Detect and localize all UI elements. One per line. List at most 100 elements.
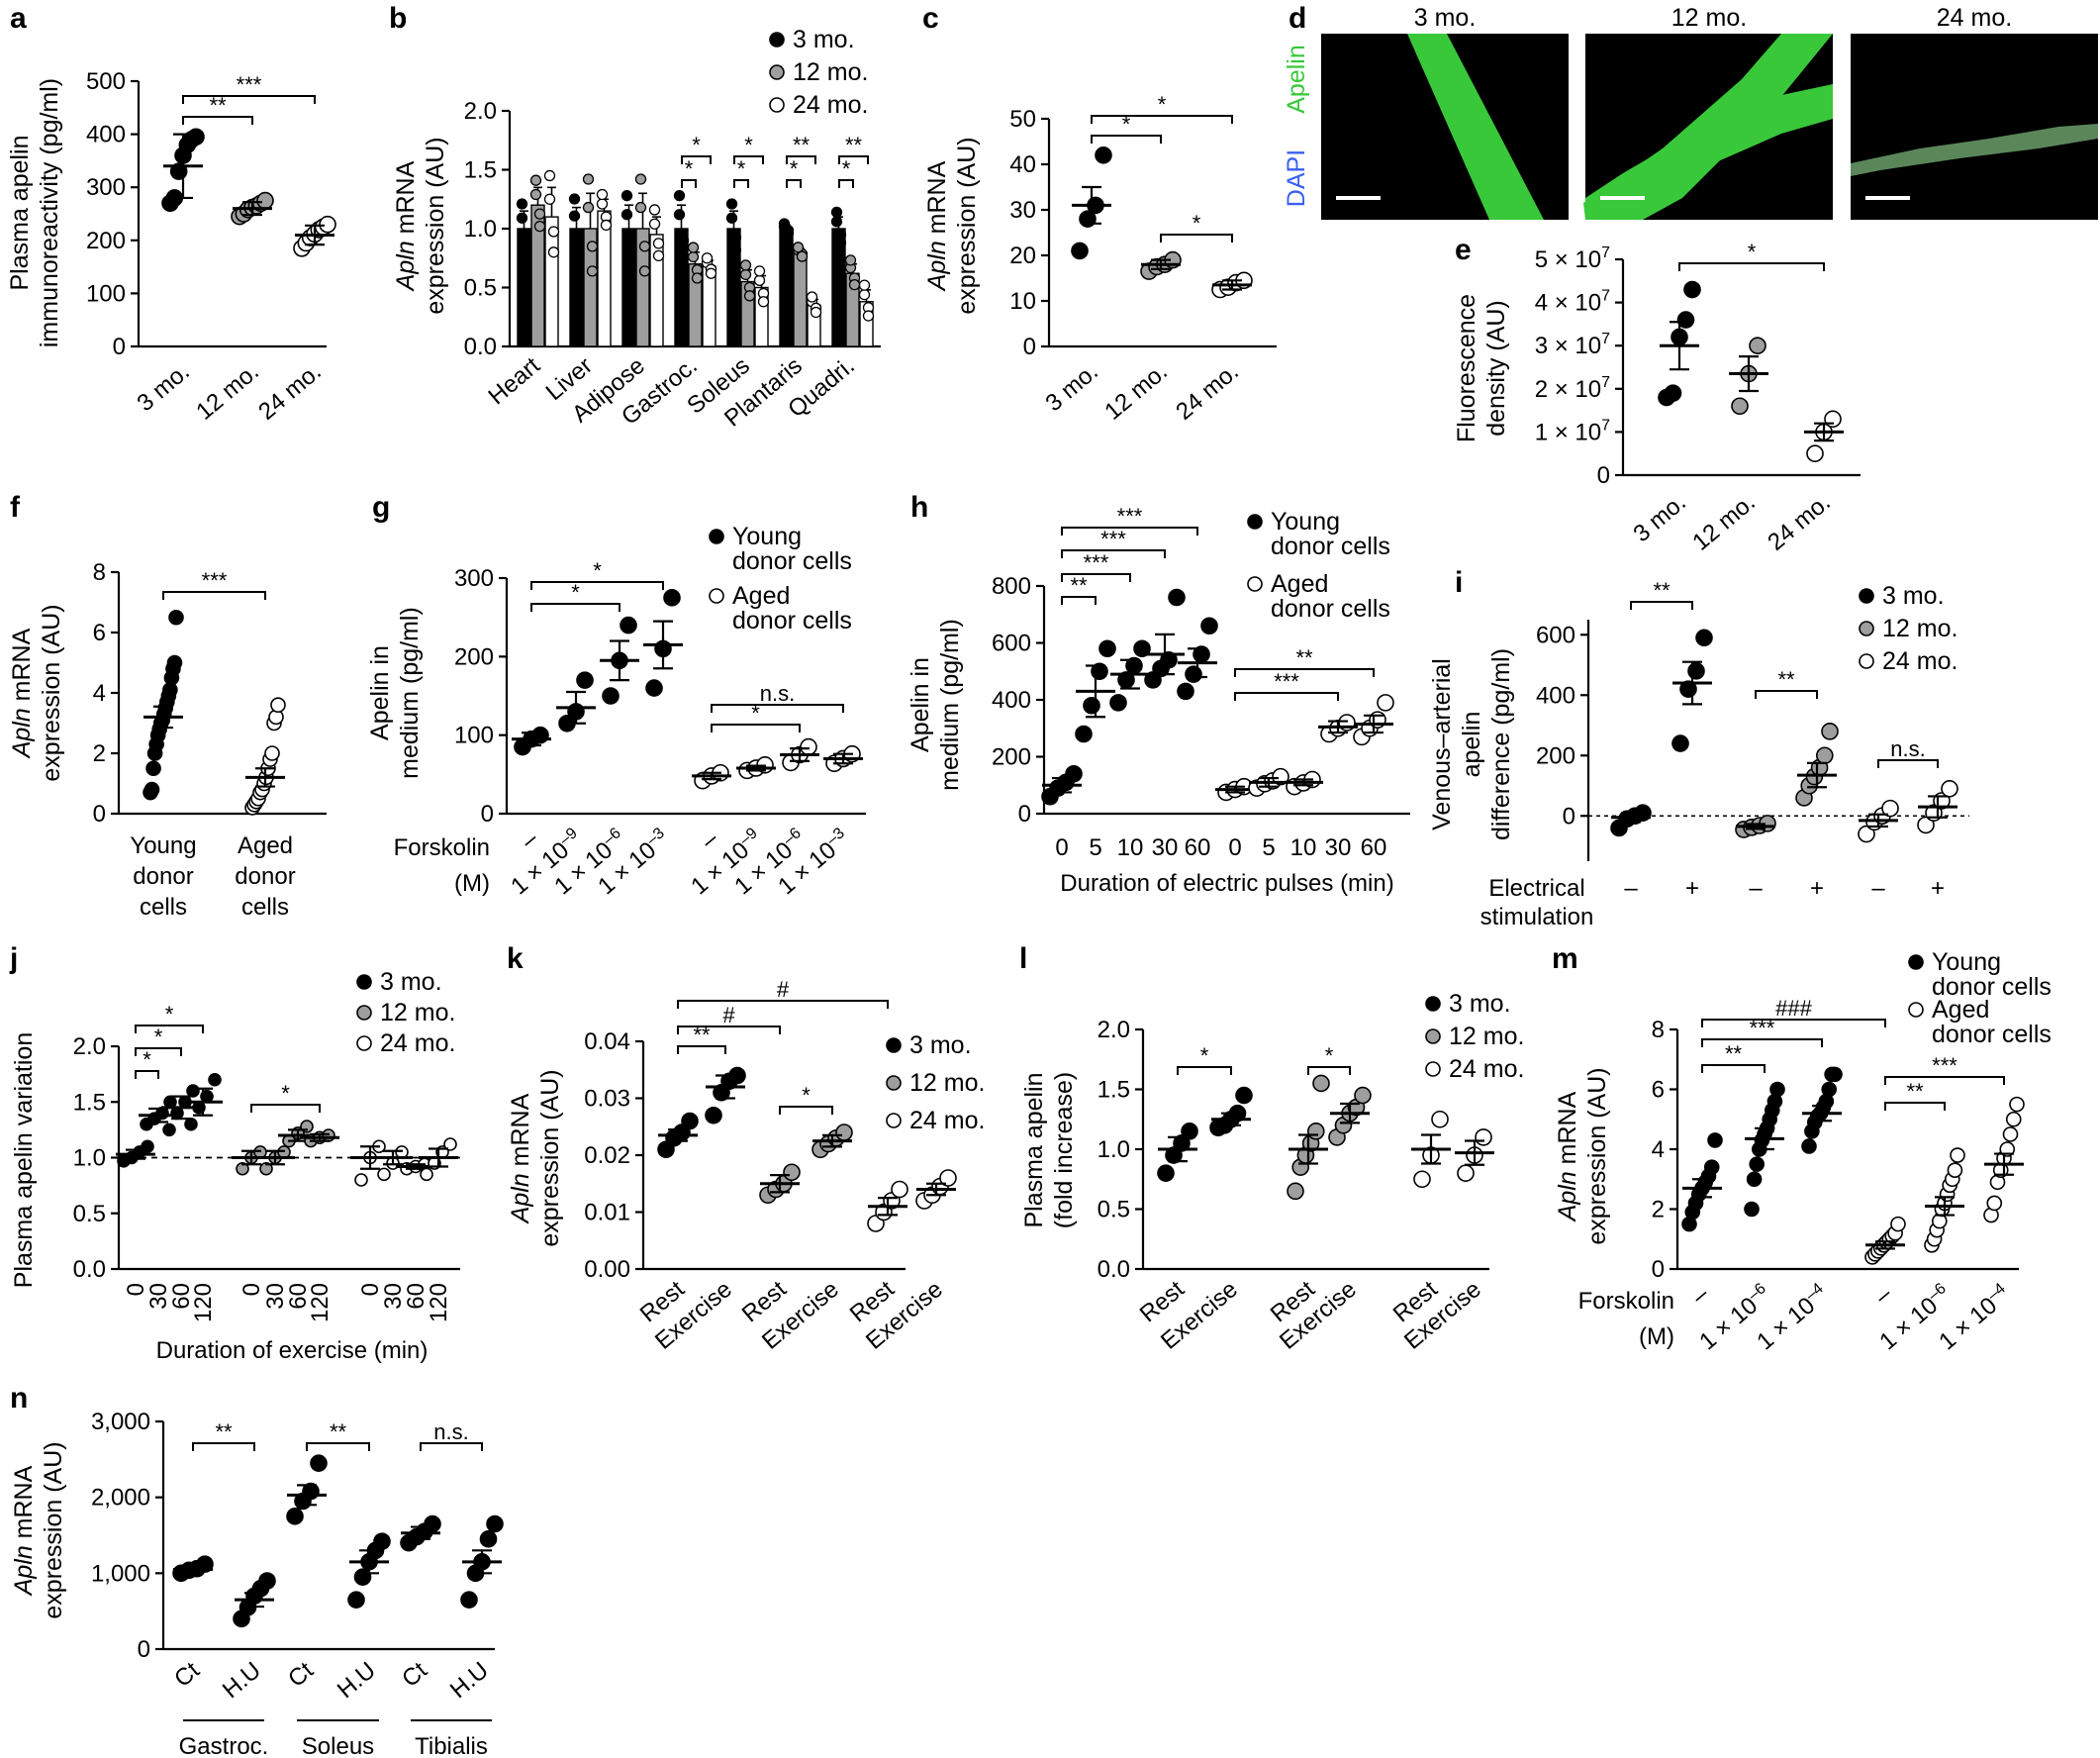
data-point: [2009, 1096, 2025, 1113]
legend-entry: donor cells: [1932, 1021, 2052, 1048]
data-point: [166, 654, 183, 671]
data-point: [1071, 242, 1089, 260]
x-tick-label: 10: [1290, 834, 1317, 861]
data-point: [572, 234, 585, 245]
data-point: [1806, 444, 1824, 463]
data-point: [264, 745, 280, 761]
data-point: [753, 265, 766, 277]
y-tick-label: 2: [1652, 1197, 1665, 1223]
x-tick-exponent: –6: [780, 825, 805, 849]
significance-bracket: [1701, 1038, 1823, 1047]
data-point: [1065, 764, 1083, 783]
data-point: [1168, 588, 1186, 607]
significance-bracket: [135, 1070, 159, 1079]
data-point: [270, 697, 286, 714]
bar: [674, 228, 689, 347]
y-axis-label: apelin: [1458, 712, 1485, 778]
legend-entry: Aged: [1271, 570, 1328, 598]
significance-label: *: [737, 156, 746, 181]
data-point: [743, 290, 756, 302]
panel-letter-c: c: [922, 2, 939, 35]
y-tick-label: 2 × 107: [1535, 374, 1610, 403]
data-point: [479, 1530, 498, 1548]
significance-bracket: [681, 179, 697, 188]
data-point: [681, 1112, 699, 1130]
y-tick-label: 100: [454, 723, 494, 749]
x-axis-label-line1: Forskolin: [394, 834, 490, 861]
significance-bracket: [420, 1442, 483, 1451]
x-axis-label-line2: stimulation: [1480, 904, 1594, 930]
data-point: [1095, 146, 1112, 164]
x-tick-label: 120: [426, 1283, 452, 1322]
data-point: [547, 246, 560, 258]
y-tick-label: 200: [1536, 742, 1575, 769]
y-tick-label: 6: [93, 620, 106, 646]
y-axis-label: medium (pg/ml): [396, 607, 424, 779]
data-point: [187, 128, 205, 146]
data-point: [516, 198, 528, 210]
data-point: [648, 218, 661, 230]
data-point: [677, 235, 690, 246]
data-point: [757, 296, 770, 308]
y-tick-label: 2,000: [91, 1485, 150, 1512]
bar: [779, 228, 794, 347]
y-tick-label: 1.0: [1098, 1136, 1130, 1163]
legend-entry: Young: [1932, 948, 2001, 976]
x-tick-exponent: –4: [1984, 1280, 2009, 1305]
significance-bracket: [182, 95, 316, 104]
y-axis-label: Apln mRNA: [1554, 1091, 1581, 1222]
significance-bracket: [1884, 1102, 1946, 1111]
significance-label: **: [1653, 578, 1670, 603]
significance-label: *: [165, 1002, 174, 1026]
data-point: [663, 589, 681, 607]
y-tick-label: 1,000: [91, 1560, 150, 1587]
significance-label: **: [845, 133, 863, 157]
x-tick-label: –: [1686, 1281, 1714, 1311]
y-axis-label: density (AU): [1482, 300, 1510, 437]
significance-label: *: [751, 701, 760, 726]
legend-entry: 24 mo.: [1449, 1055, 1524, 1083]
y-axis-label: Apln mRNA: [923, 160, 951, 292]
data-point: [208, 1072, 222, 1087]
y-axis-label-line2: expression (AU): [536, 1069, 564, 1246]
y-tick-label: 200: [454, 643, 494, 670]
y-axis-label-rest: mRNA: [1554, 1091, 1581, 1171]
x-tick-label: 12 mo.: [1099, 358, 1173, 426]
data-point: [162, 1123, 176, 1137]
significance-label: *: [571, 580, 580, 605]
y-axis-label-rest: mRNA: [507, 1093, 534, 1173]
data-point: [1890, 1216, 1906, 1232]
y-tick-label: 0.5: [464, 275, 497, 302]
significance-label: **: [1725, 1041, 1743, 1066]
data-point: [624, 235, 637, 246]
data-point: [800, 737, 817, 756]
data-point: [1109, 694, 1127, 712]
x-axis-label-line2: (M): [454, 870, 490, 897]
data-point: [143, 781, 160, 798]
data-point: [1769, 1081, 1785, 1098]
data-point: [691, 272, 704, 284]
data-point: [1749, 1156, 1765, 1172]
y-axis-label: Fluorescence: [1453, 294, 1480, 442]
panel-i-chart: 0 200 400 600 Venous–arterial apelin differenc…: [1428, 578, 1969, 930]
y-axis-label: (fold increase): [1050, 1072, 1078, 1228]
data-point: [424, 1514, 441, 1533]
x-axis-label-line1: Forskolin: [1578, 1288, 1674, 1315]
significance-bracket: [1678, 262, 1825, 271]
significance-bracket: [1884, 1076, 2005, 1085]
significance-bracket: [838, 179, 854, 188]
data-point: [891, 1180, 908, 1199]
significance-label: *: [1748, 240, 1757, 264]
x-tick-label: donor: [235, 863, 295, 890]
group-label: Gastroc.: [179, 1733, 269, 1758]
significance-label: *: [154, 1025, 163, 1049]
data-point: [1858, 825, 1875, 843]
y-tick-label: 0: [1563, 803, 1575, 830]
y-tick-label: 200: [992, 744, 1031, 771]
significance-bracket: [1061, 549, 1166, 558]
y-tick-label: 0: [1023, 334, 1036, 360]
significance-label: ***: [202, 568, 228, 593]
y-axis-label-italic: Apln: [8, 708, 36, 759]
data-point: [520, 232, 532, 244]
significance-bracket: [1234, 668, 1375, 677]
